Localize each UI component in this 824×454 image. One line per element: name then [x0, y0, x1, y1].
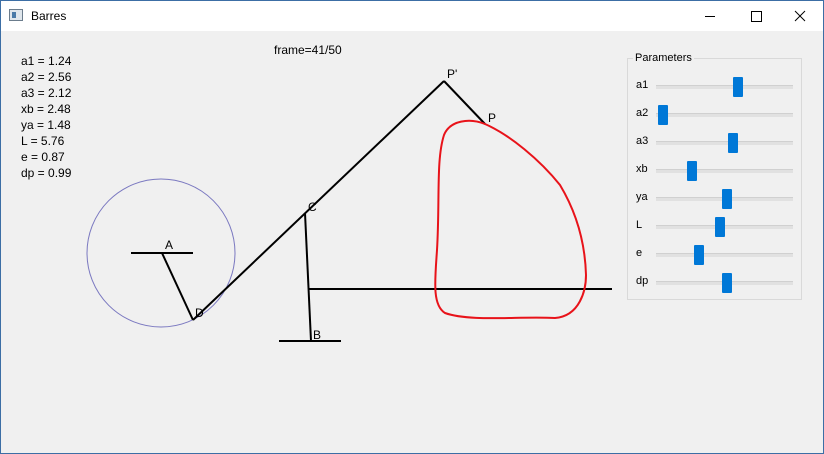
slider-track-a1[interactable] — [656, 85, 793, 89]
slider-thumb-e[interactable] — [693, 245, 704, 265]
slider-label-ya: ya — [636, 191, 648, 203]
slider-track-e[interactable] — [656, 253, 793, 257]
bar-cb — [304, 212, 312, 342]
slider-label-a1: a1 — [636, 79, 649, 91]
slider-thumb-a1[interactable] — [732, 77, 743, 97]
slider-label-a3: a3 — [636, 135, 649, 147]
slider-row-xb: xb — [636, 160, 796, 181]
app-icon — [9, 9, 23, 21]
parameter-values-list: a1 = 1.24 a2 = 2.56 a3 = 2.12 xb = 2.48 … — [21, 53, 71, 181]
info-L: L = 5.76 — [21, 134, 65, 148]
info-e: e = 0.87 — [21, 150, 65, 164]
slider-row-ya: ya — [636, 188, 796, 209]
info-xb: xb = 2.48 — [21, 102, 71, 116]
slider-thumb-xb[interactable] — [687, 161, 698, 181]
slider-track-a3[interactable] — [656, 141, 793, 145]
info-a3: a3 = 2.12 — [21, 86, 72, 100]
label-d: D — [195, 306, 204, 320]
parameters-title: Parameters — [633, 52, 694, 64]
slider-thumb-L[interactable] — [715, 217, 726, 237]
label-a: A — [165, 238, 173, 252]
slider-label-L: L — [636, 219, 643, 231]
title-bar[interactable]: Barres — [1, 1, 823, 31]
slider-thumb-ya[interactable] — [721, 189, 732, 209]
bar-ad — [161, 252, 194, 321]
maximize-button[interactable] — [733, 1, 779, 31]
close-button[interactable] — [777, 1, 823, 31]
slider-row-e: e — [636, 244, 796, 265]
bar-dp — [192, 80, 445, 321]
slider-row-a2: a2 — [636, 104, 796, 125]
slider-label-dp: dp — [636, 275, 649, 287]
frame-counter: frame=41/50 — [274, 43, 342, 57]
slider-row-L: L — [636, 216, 796, 237]
parameters-group — [627, 58, 802, 300]
label-p: P — [488, 111, 496, 125]
slider-row-a1: a1 — [636, 76, 796, 97]
info-a1: a1 = 1.24 — [21, 54, 72, 68]
slider-label-a2: a2 — [636, 107, 649, 119]
slider-row-dp: dp — [636, 272, 796, 293]
close-icon — [794, 10, 806, 22]
crank-circle — [86, 178, 236, 328]
info-dp: dp = 0.99 — [21, 166, 72, 180]
info-a2: a2 = 2.56 — [21, 70, 72, 84]
info-ya: ya = 1.48 — [21, 118, 71, 132]
slider-label-xb: xb — [636, 163, 648, 175]
slider-track-a2[interactable] — [656, 113, 793, 117]
maximize-icon — [750, 10, 762, 22]
slider-track-xb[interactable] — [656, 169, 793, 173]
slider-thumb-dp[interactable] — [721, 273, 732, 293]
label-b: B — [313, 328, 321, 342]
slider-label-e: e — [636, 247, 643, 259]
minimize-icon — [705, 15, 715, 17]
window-title: Barres — [31, 9, 67, 23]
label-pprime: P' — [447, 67, 457, 81]
slider-row-a3: a3 — [636, 132, 796, 153]
trajectory-curve — [434, 119, 588, 320]
slider-thumb-a3[interactable] — [727, 133, 738, 153]
minimize-button[interactable] — [687, 1, 733, 31]
label-c: C — [308, 200, 317, 214]
bar-pp — [443, 80, 486, 125]
slider-thumb-a2[interactable] — [658, 105, 668, 125]
